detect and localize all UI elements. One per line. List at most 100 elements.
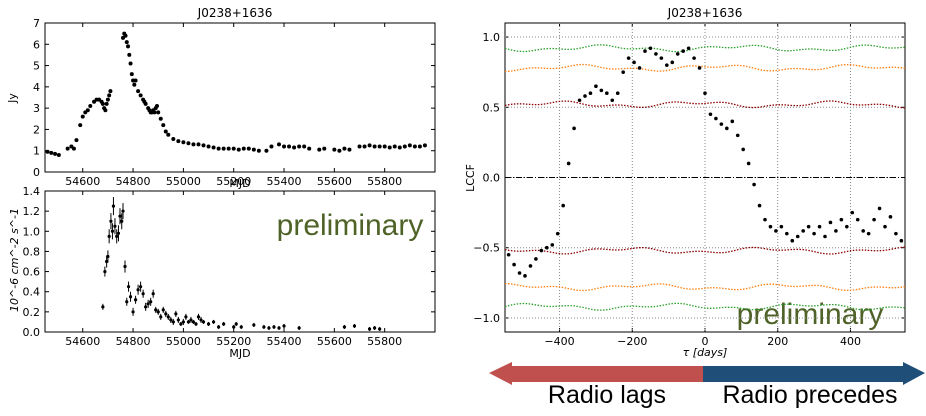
lccf-point xyxy=(594,84,598,89)
gamma-flux-point xyxy=(171,320,175,324)
lccf-point xyxy=(741,147,745,152)
radio-flux-point xyxy=(282,144,287,149)
confidence-band-green xyxy=(504,44,906,53)
gamma-flux-point xyxy=(149,300,153,304)
gamma-flux-point xyxy=(176,318,180,322)
radio-flux-point xyxy=(226,146,231,151)
lccf-point xyxy=(774,229,778,233)
lccf-point xyxy=(899,238,904,243)
lccf-point xyxy=(779,224,784,229)
radio-flux-point xyxy=(65,146,70,151)
y-tick-label: 0.0 xyxy=(23,326,41,339)
gamma-flux-point xyxy=(367,327,372,331)
right-xlabel: τ [days] xyxy=(683,346,728,359)
gamma-flux-point xyxy=(128,295,133,299)
lccf-point xyxy=(643,49,647,53)
lccf-point xyxy=(561,203,565,208)
gamma-flux-point xyxy=(211,320,216,324)
radio-flux-point xyxy=(337,148,342,153)
confidence-band-green xyxy=(504,302,906,311)
gamma-flux-point xyxy=(352,324,357,328)
radio-flux-point xyxy=(103,108,108,113)
radio-flux-point xyxy=(382,144,387,149)
lccf-point xyxy=(545,245,549,250)
top-left-xlabel: MJD xyxy=(229,177,250,190)
radio-flux-point xyxy=(362,144,367,149)
gamma-flux-point xyxy=(154,308,158,312)
radio-flux-point xyxy=(166,132,171,137)
lccf-point xyxy=(768,224,773,229)
x-tick-label: 400 xyxy=(840,335,861,348)
x-tick-label: 55800 xyxy=(367,335,402,348)
lccf-point xyxy=(725,126,729,131)
radio-flux-point xyxy=(407,143,412,148)
radio-flux-point xyxy=(104,101,109,106)
gamma-flux-point xyxy=(123,264,127,269)
radio-flux-point xyxy=(171,137,176,142)
radio-flux-point xyxy=(85,108,90,113)
gamma-flux-point xyxy=(115,234,119,238)
lccf-point xyxy=(615,91,620,96)
lccf-point xyxy=(605,91,609,96)
radio-flux-point xyxy=(152,110,157,115)
lccf-point xyxy=(681,49,685,53)
lccf-point xyxy=(883,224,887,229)
right-title: J0238+1636 xyxy=(667,6,743,20)
radio-flux-point xyxy=(342,146,347,151)
lccf-point xyxy=(834,229,838,233)
lccf-point xyxy=(752,182,756,187)
radio-flux-point xyxy=(397,145,402,150)
right-preliminary-label: preliminary xyxy=(737,298,884,331)
lccf-point xyxy=(801,229,805,233)
radio-flux-point xyxy=(161,123,166,128)
radio-flux-point xyxy=(105,97,110,102)
radio-flux-point xyxy=(108,89,113,94)
x-tick-label: 55000 xyxy=(166,335,201,348)
lccf-point xyxy=(670,60,675,65)
lccf-point xyxy=(855,217,860,222)
x-tick-label: 200 xyxy=(767,335,788,348)
gamma-flux-point xyxy=(239,325,243,329)
y-tick-label: 1.2 xyxy=(23,205,41,218)
gamma-flux-point xyxy=(120,219,124,223)
lccf-point xyxy=(637,66,642,70)
lccf-point xyxy=(708,112,713,117)
gamma-flux-point xyxy=(179,322,183,326)
radio-flux-point xyxy=(332,147,337,152)
radio-flux-point xyxy=(221,146,226,151)
radio-flux-point xyxy=(211,145,216,150)
radio-flux-point xyxy=(136,89,141,94)
radio-flux-point xyxy=(129,72,134,77)
y-tick-label: −1.0 xyxy=(473,312,500,325)
lccf-point xyxy=(795,234,800,239)
gamma-flux-point xyxy=(191,320,196,324)
gamma-flux-point xyxy=(139,285,143,289)
radio-flux-point xyxy=(302,144,307,149)
lccf-point xyxy=(692,56,696,60)
y-tick-label: 3 xyxy=(33,102,40,115)
lccf-point xyxy=(730,119,735,124)
y-tick-label: 1.0 xyxy=(23,225,41,238)
lccf-point xyxy=(850,210,855,215)
lccf-point xyxy=(703,91,707,96)
confidence-band-darkred xyxy=(504,246,906,255)
radio-flux-point xyxy=(317,147,322,152)
radio-flux-point xyxy=(56,152,61,157)
gamma-flux-point xyxy=(113,224,117,228)
gamma-flux-point xyxy=(267,326,271,330)
radio-precedes-arrow xyxy=(703,362,925,385)
lccf-point xyxy=(528,264,533,268)
lccf-point xyxy=(566,161,571,166)
y-tick-label: 0 xyxy=(33,166,40,179)
radio-flux-point xyxy=(417,144,422,149)
gamma-flux-point xyxy=(166,315,170,319)
lccf-point xyxy=(790,238,795,243)
radio-flux-point xyxy=(264,148,269,153)
gamma-flux-point xyxy=(174,312,178,316)
lccf-point xyxy=(812,231,816,236)
radio-flux-point xyxy=(156,110,161,115)
gamma-flux-point xyxy=(151,292,155,296)
lccf-point xyxy=(517,271,522,275)
gamma-flux-point xyxy=(101,305,105,309)
